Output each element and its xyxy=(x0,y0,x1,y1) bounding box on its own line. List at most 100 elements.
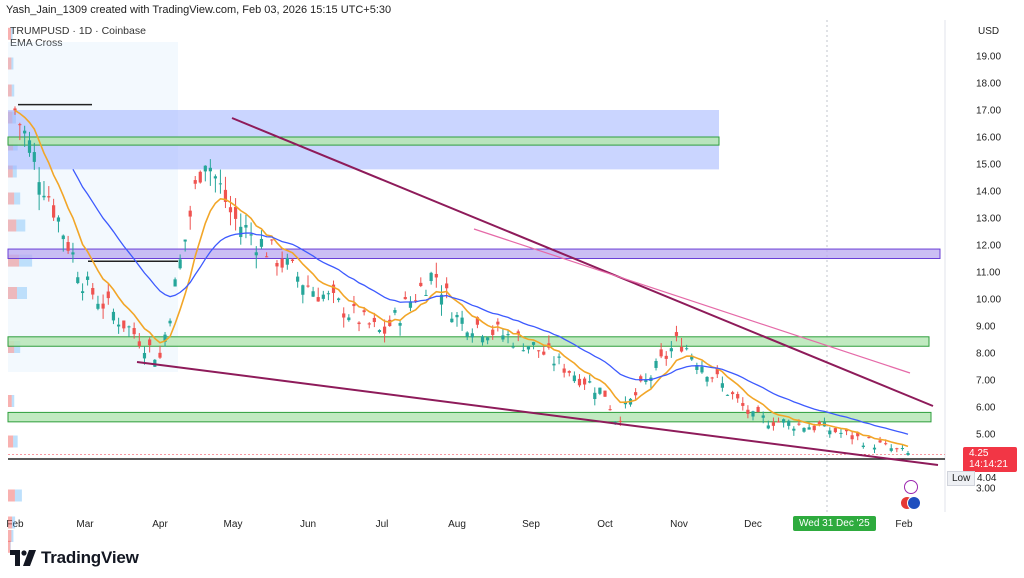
candle-body xyxy=(91,288,95,295)
candle-body xyxy=(460,317,464,324)
candle-body xyxy=(690,355,694,360)
candle-body xyxy=(537,350,541,352)
candle-body xyxy=(872,447,877,450)
volume-profile-bar xyxy=(13,435,18,448)
candle-body xyxy=(465,332,469,337)
candle-body xyxy=(526,346,531,350)
candle-body xyxy=(321,294,325,299)
candle-body xyxy=(741,403,745,406)
candle-body xyxy=(669,348,673,352)
candle-body xyxy=(326,293,331,295)
candle-body xyxy=(173,279,177,287)
candle-body xyxy=(122,320,126,329)
candle-body xyxy=(96,303,100,309)
candle-body xyxy=(557,356,561,358)
candle-body xyxy=(695,365,699,370)
channel-line xyxy=(473,228,911,374)
candle-body xyxy=(603,390,607,397)
candle-body xyxy=(844,429,849,432)
time-axis-label: Feb xyxy=(6,519,24,530)
symbol-title[interactable]: TRUMPUSD · 1D · Coinbase xyxy=(10,25,146,37)
price-axis-label: 18.00 xyxy=(976,79,1001,90)
time-axis-label: Oct xyxy=(597,519,613,530)
volume-profile-bar xyxy=(11,530,14,542)
volume-profile-bar xyxy=(8,516,13,529)
indicator-label[interactable]: EMA Cross xyxy=(10,37,63,49)
volume-profile-bar xyxy=(8,27,12,40)
price-axis-label: 12.00 xyxy=(976,241,1001,252)
candle-body xyxy=(142,352,147,359)
volume-profile-bar xyxy=(14,192,21,205)
candle-body xyxy=(61,235,65,240)
price-axis-label: 19.00 xyxy=(976,52,1001,63)
candle-body xyxy=(213,176,217,179)
candle-body xyxy=(562,368,566,373)
volume-profile-bar xyxy=(8,540,11,553)
candle-body xyxy=(158,352,162,358)
candle-body xyxy=(259,238,264,247)
price-axis-label: 7.00 xyxy=(976,376,996,387)
candle-body xyxy=(306,285,310,287)
candle-body xyxy=(403,297,407,300)
lightning-event-icon[interactable] xyxy=(904,480,918,494)
price-axis-label: 15.00 xyxy=(976,160,1001,171)
volume-profile-bar xyxy=(8,165,13,178)
time-axis-label: Apr xyxy=(152,519,168,530)
price-axis-label: 5.00 xyxy=(976,430,996,441)
candle-body xyxy=(730,392,735,395)
candle-body xyxy=(618,420,622,422)
candle-body xyxy=(377,330,382,332)
currency-label[interactable]: USD xyxy=(978,26,1000,37)
candle-body xyxy=(37,182,41,195)
candle-body xyxy=(265,256,269,258)
volume-profile-bar xyxy=(10,540,11,553)
candle-body xyxy=(275,262,279,267)
candle-body xyxy=(797,423,801,425)
candle-body xyxy=(506,334,510,336)
tradingview-logo-text: TradingView xyxy=(41,548,139,567)
price-axis-label: 10.00 xyxy=(976,295,1001,306)
us-flag-event-icon[interactable] xyxy=(907,496,921,510)
candle-body xyxy=(861,445,865,448)
candle-body xyxy=(357,322,361,325)
candle-body xyxy=(567,370,571,373)
volume-profile-bar xyxy=(11,27,13,40)
candle-body xyxy=(878,440,882,443)
candle-body xyxy=(337,298,341,301)
candle-body xyxy=(470,333,474,338)
price-axis-label: 3.00 xyxy=(976,484,996,495)
candle-body xyxy=(725,394,730,396)
candle-body xyxy=(270,239,274,241)
candle-body xyxy=(906,452,910,455)
candle-body xyxy=(771,422,776,426)
candle-body xyxy=(802,427,806,432)
tradingview-logo[interactable]: TradingView xyxy=(10,548,139,568)
time-axis-label: May xyxy=(224,519,243,530)
candle-body xyxy=(137,341,141,347)
candle-body xyxy=(710,377,714,379)
candle-body xyxy=(833,428,837,433)
candle-body xyxy=(285,257,289,265)
volume-profile-bar xyxy=(12,516,16,529)
candle-body xyxy=(654,360,658,368)
candle-body xyxy=(511,346,515,348)
candle-body xyxy=(766,425,770,429)
candle-body xyxy=(593,392,597,400)
resistance-zone-purple xyxy=(7,248,941,260)
candle-body xyxy=(664,355,668,359)
candle-body xyxy=(634,392,638,396)
candle-body xyxy=(168,320,172,324)
candle-body xyxy=(290,259,295,261)
candle-body xyxy=(342,313,346,318)
candle-body xyxy=(839,432,843,434)
candle-body xyxy=(163,334,167,342)
candle-body xyxy=(521,350,525,352)
candle-body xyxy=(867,437,871,439)
tradingview-logo-icon xyxy=(10,550,36,566)
price-axis-label: 11.00 xyxy=(976,268,1001,279)
candle-body xyxy=(577,378,582,386)
candle-body xyxy=(776,421,781,423)
candle-body xyxy=(393,310,397,313)
candle-body xyxy=(347,317,351,321)
